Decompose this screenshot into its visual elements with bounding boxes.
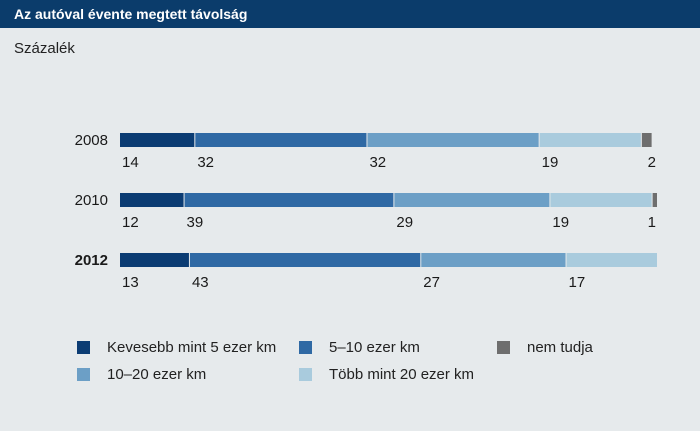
data-label-2008-4: 2 — [648, 154, 656, 171]
category-label-2012: 2012 — [75, 252, 108, 269]
data-label-2008-0: 14 — [122, 154, 139, 171]
bar-segment-2012-3 — [566, 253, 657, 267]
data-label-2008-1: 32 — [197, 154, 214, 171]
bar-segment-2012-1 — [189, 253, 421, 267]
bar-segment-2010-0 — [120, 193, 184, 207]
data-label-2010-3: 19 — [552, 214, 569, 231]
data-label-2010-2: 29 — [396, 214, 413, 231]
category-label-2010: 2010 — [75, 192, 108, 209]
bar-segment-2010-1 — [184, 193, 394, 207]
bar-segment-2008-4 — [641, 133, 652, 147]
bar-segment-2012-0 — [120, 253, 189, 267]
bar-segment-2010-4 — [652, 193, 657, 207]
data-label-2010-4: 1 — [648, 214, 656, 231]
category-label-2008: 2008 — [75, 132, 108, 149]
chart-title: Az autóval évente megtett távolság — [0, 0, 700, 28]
bar-segment-2008-0 — [120, 133, 195, 147]
bar-segment-2010-3 — [550, 193, 652, 207]
data-label-2010-0: 12 — [122, 214, 139, 231]
data-label-2012-0: 13 — [122, 274, 139, 291]
data-label-2008-2: 32 — [369, 154, 386, 171]
unit-label: Százalék — [14, 40, 75, 57]
data-label-2012-2: 27 — [423, 274, 440, 291]
bar-segment-2010-2 — [394, 193, 550, 207]
data-label-2012-1: 43 — [192, 274, 209, 291]
bar-segment-2012-2 — [421, 253, 566, 267]
data-label-2010-1: 39 — [187, 214, 204, 231]
bar-segment-2008-3 — [539, 133, 641, 147]
bar-segment-2008-1 — [195, 133, 367, 147]
data-label-2012-3: 17 — [569, 274, 586, 291]
bar-segment-2008-2 — [367, 133, 539, 147]
data-label-2008-3: 19 — [542, 154, 559, 171]
